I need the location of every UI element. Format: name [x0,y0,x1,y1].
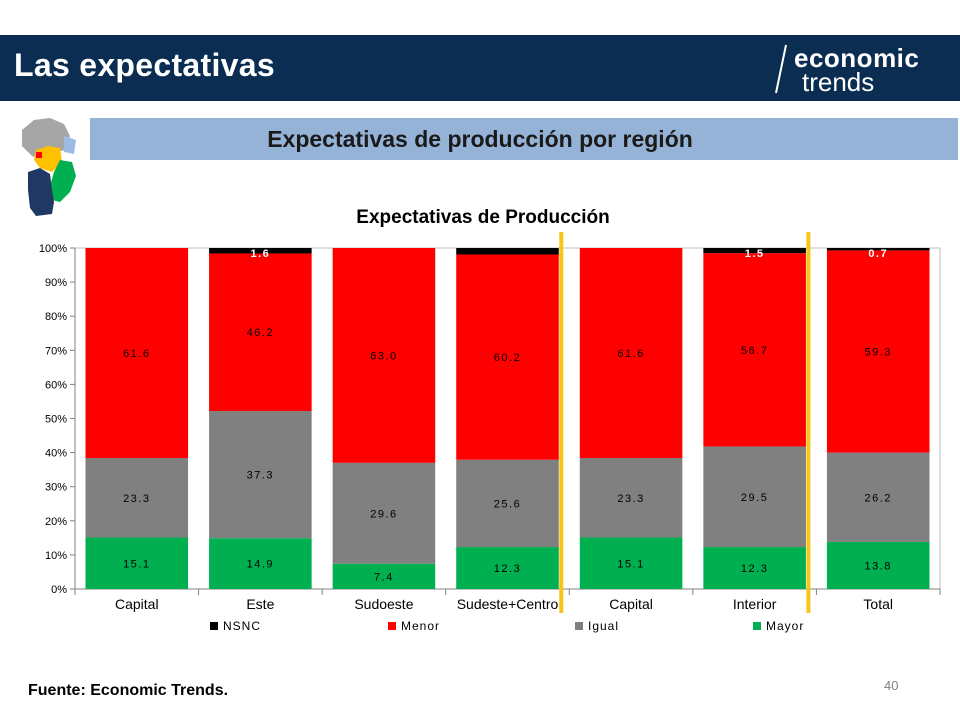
bar-segment-mayor [456,547,559,589]
x-tick-label: Interior [733,596,777,612]
bar-segment-menor [703,253,806,447]
y-tick-label: 100% [39,243,67,255]
page-title: Las expectativas [14,47,275,83]
bar-segment-mayor [209,538,312,589]
data-label: 0.7 [868,248,888,260]
bar-segment-mayor [85,537,189,589]
data-label: 46.2 [247,327,274,339]
chart-data-labels: 15.1 23.3 61.6 14.9 37.3 46.2 1.6 7.4 29.6 63.0 12… [123,248,892,583]
data-label: 23.3 [123,493,150,505]
y-tick-label: 70% [45,345,67,357]
legend-label-igual: Igual [588,619,619,633]
y-tick-label: 10% [45,550,67,562]
data-label: 12.3 [494,563,521,575]
bar-segment-menor [826,250,930,453]
production-expectations-chart: Expectativas de Producción 0% 10% 20% 30% 40… [39,207,941,633]
chart-bars [85,248,930,589]
data-label: 1.5 [745,248,765,260]
data-label: 26.2 [865,492,892,504]
y-tick-label: 20% [45,516,67,528]
logo-text-economic: economic [794,43,920,73]
bar-segment-igual [826,452,930,542]
x-tick-label: Capital [115,596,159,612]
y-tick-label: 50% [45,414,67,426]
source-note: Fuente: Economic Trends. [28,682,229,699]
data-label: 15.1 [123,558,150,570]
bar-segment-igual [209,410,312,539]
subtitle-banner: Expectativas de producción por región [90,118,958,160]
legend-swatch-nsnc [210,622,218,630]
data-label: 14.9 [247,559,274,571]
logo-slash-icon [775,44,787,94]
legend-swatch-igual [575,622,583,630]
data-label: 7.4 [374,571,394,583]
bar-segment-nsnc [703,248,806,254]
chart-title: Expectativas de Producción [356,207,609,228]
bar-segment-menor [456,254,559,460]
y-tick-label: 80% [45,311,67,323]
chart-separators [559,232,811,613]
y-tick-label: 30% [45,482,67,494]
economic-trends-logo: economic trends [774,39,954,97]
data-label: 13.8 [865,560,892,572]
data-label: 25.6 [494,498,521,510]
bar-segment-igual [579,458,683,538]
legend-label-mayor: Mayor [766,619,804,633]
x-tick-label: Sudoeste [354,596,413,612]
data-label: 60.2 [494,352,521,364]
bar-segment-nsnc [209,248,312,254]
data-label: 29.6 [370,508,397,520]
bar-segment-igual [456,459,559,548]
bar-segment-menor [209,253,312,411]
data-label: 59.3 [865,346,892,358]
data-label: 1.6 [250,248,270,260]
bar-segment-mayor [826,541,930,589]
bar-segment-menor [85,248,189,459]
data-label: 61.6 [617,348,644,360]
section-subtitle: Expectativas de producción por región [267,126,693,152]
bar-segment-igual [85,458,189,538]
y-tick-label: 0% [51,584,67,596]
data-label: 37.3 [247,470,274,482]
y-tick-label: 60% [45,379,67,391]
legend-label-menor: Menor [401,619,440,633]
data-label: 29.5 [741,492,768,504]
legend-swatch-mayor [753,622,761,630]
x-tick-label: Total [863,596,893,612]
data-label: 23.3 [617,493,644,505]
x-tick-label: Este [246,596,274,612]
bar-segment-igual [332,462,436,564]
chart-legend: NSNC Menor Igual Mayor [210,619,804,633]
x-tick-label: Capital [609,596,653,612]
x-tick-label: Sudeste+Centro [457,596,559,612]
data-label: 56.7 [741,345,768,357]
legend-swatch-menor [388,622,396,630]
page-number: 40 [884,678,899,693]
bar-segment-mayor [332,563,436,589]
header-bar: Las expectativas economic trends [0,35,960,101]
legend-label-nsnc: NSNC [223,619,261,633]
bar-segment-igual [703,446,806,548]
bar-segment-mayor [579,537,683,589]
bar-segment-nsnc [456,248,559,255]
bar-segment-nsnc [826,248,930,251]
data-label: 63.0 [370,350,397,362]
data-label: 15.1 [617,558,644,570]
bar-segment-menor [332,248,436,463]
y-tick-label: 90% [45,277,67,289]
data-label: 61.6 [123,348,150,360]
region-map-icon [22,118,76,216]
bar-segment-mayor [703,547,806,589]
logo-text-trends: trends [802,67,875,97]
data-label: 12.3 [741,563,768,575]
bar-segment-menor [579,248,683,459]
y-tick-label: 40% [45,448,67,460]
